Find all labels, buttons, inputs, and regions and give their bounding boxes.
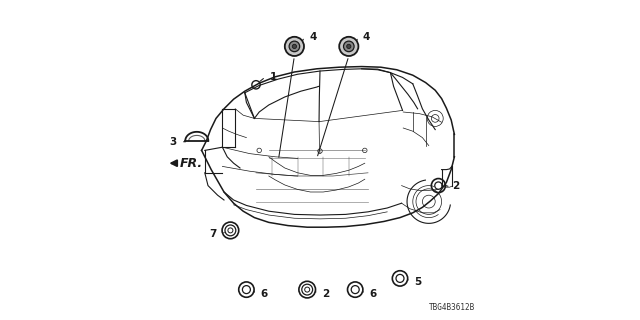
Text: 7: 7 [209,229,217,239]
Text: 4: 4 [363,32,371,42]
Text: 5: 5 [414,277,421,287]
Circle shape [344,41,354,52]
Text: 2: 2 [452,181,460,191]
Text: 6: 6 [260,289,268,300]
Text: 4: 4 [309,32,317,42]
Text: 3: 3 [169,137,177,147]
Text: 1: 1 [270,72,277,82]
Circle shape [292,44,296,49]
Circle shape [285,37,304,56]
Circle shape [289,41,300,52]
Text: TBG4B3612B: TBG4B3612B [429,303,475,312]
Text: 2: 2 [322,289,329,300]
Text: 6: 6 [369,289,376,300]
Circle shape [347,44,351,49]
Text: FR.: FR. [180,157,204,170]
Circle shape [339,37,358,56]
